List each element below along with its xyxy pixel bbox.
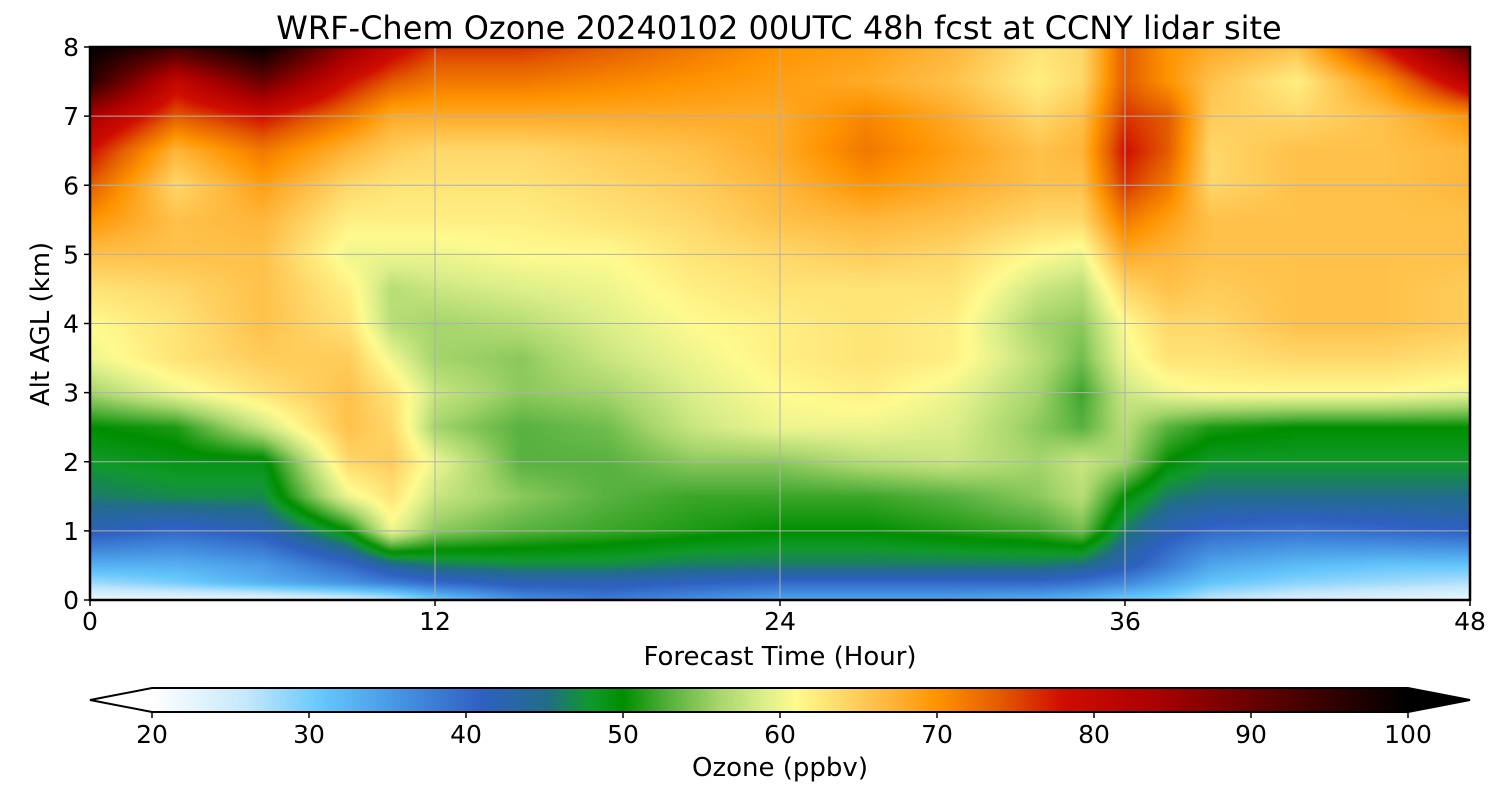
colorbar-extend-low bbox=[90, 688, 152, 712]
y-tick-label: 8 bbox=[63, 33, 79, 62]
colorbar-gradient bbox=[152, 688, 1408, 712]
y-tick-label: 3 bbox=[63, 379, 79, 408]
y-tick-label: 1 bbox=[63, 517, 79, 546]
colorbar: 20 30 40 50 60 70 80 90 100 bbox=[89, 687, 1471, 749]
colorbar-tick-label: 70 bbox=[921, 720, 953, 749]
colorbar-ticks: 20 30 40 50 60 70 80 90 100 bbox=[136, 712, 1432, 749]
y-tick-label: 5 bbox=[63, 240, 79, 269]
x-tick-label: 0 bbox=[82, 607, 98, 636]
colorbar-tick-label: 30 bbox=[293, 720, 325, 749]
y-tick-label: 7 bbox=[63, 102, 79, 131]
colorbar-tick-label: 90 bbox=[1235, 720, 1267, 749]
x-tick-label: 36 bbox=[1109, 607, 1141, 636]
x-tick-label: 48 bbox=[1454, 607, 1486, 636]
y-tick-label: 4 bbox=[63, 310, 79, 339]
y-tick-label: 0 bbox=[63, 586, 79, 615]
grid-lines bbox=[90, 47, 1470, 600]
y-axis-label: Alt AGL (km) bbox=[26, 242, 56, 406]
x-axis-ticks: 0 12 24 36 48 bbox=[82, 600, 1486, 636]
colorbar-tick-label: 50 bbox=[607, 720, 639, 749]
x-tick-label: 12 bbox=[419, 607, 451, 636]
chart-title: WRF-Chem Ozone 20240102 00UTC 48h fcst a… bbox=[276, 9, 1281, 47]
colorbar-tick-label: 100 bbox=[1384, 720, 1432, 749]
colorbar-tick-label: 80 bbox=[1078, 720, 1110, 749]
x-tick-label: 24 bbox=[764, 607, 796, 636]
y-tick-label: 6 bbox=[63, 171, 79, 200]
y-tick-label: 2 bbox=[63, 448, 79, 477]
colorbar-tick-label: 60 bbox=[764, 720, 796, 749]
colorbar-label: Ozone (ppbv) bbox=[692, 753, 868, 783]
colorbar-tick-label: 20 bbox=[136, 720, 168, 749]
x-axis-label: Forecast Time (Hour) bbox=[643, 642, 916, 672]
colorbar-extend-high bbox=[1408, 688, 1470, 712]
y-axis-ticks: 0 1 2 3 4 5 6 7 8 bbox=[63, 33, 90, 615]
colorbar-tick-label: 40 bbox=[450, 720, 482, 749]
